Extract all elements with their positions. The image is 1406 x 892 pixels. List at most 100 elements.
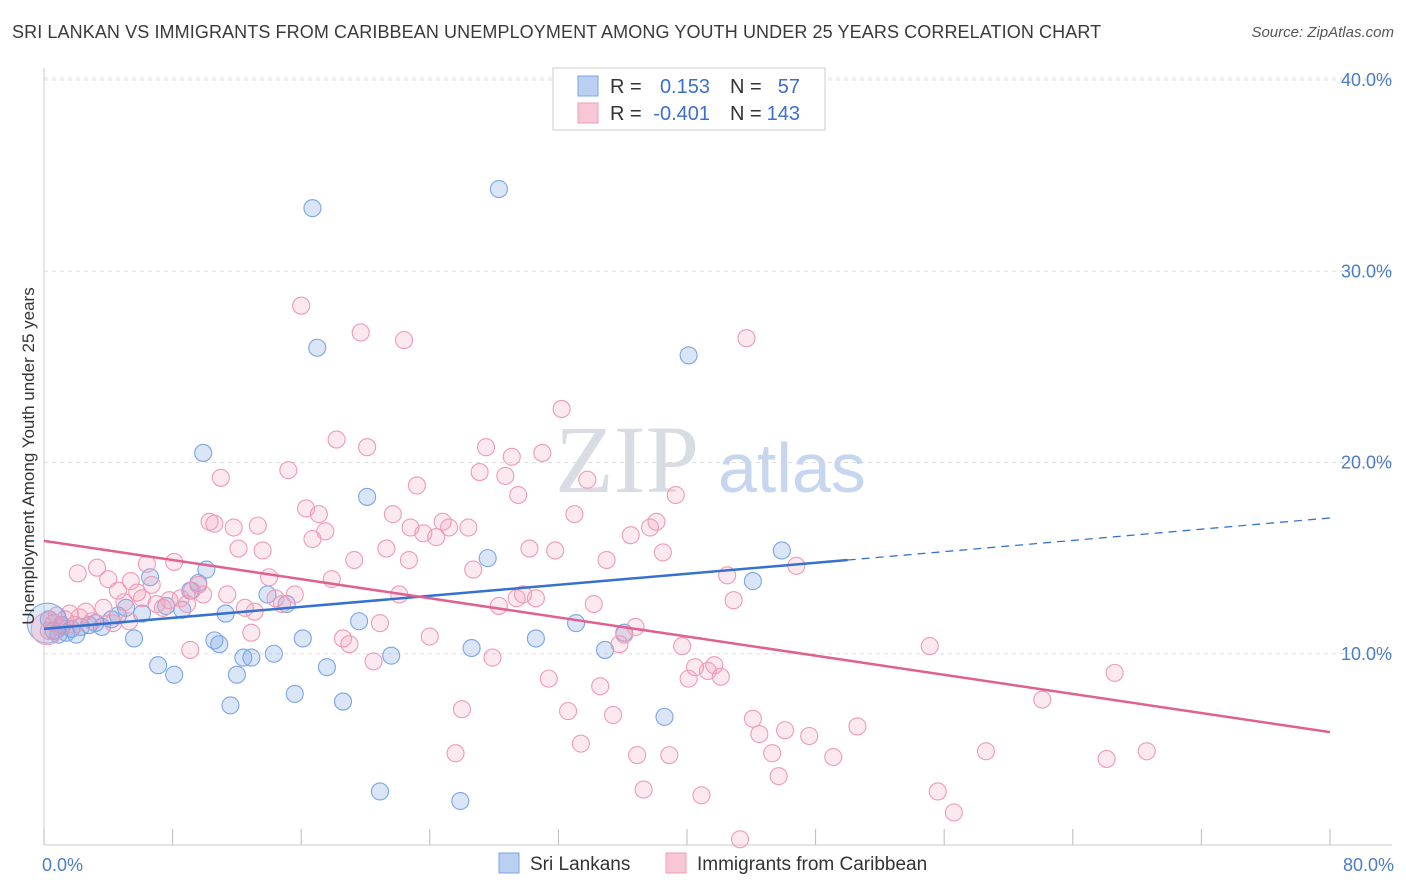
data-point-caribbean — [776, 721, 795, 740]
legend-n-value-1: 57 — [778, 76, 800, 98]
data-point-caribbean — [489, 596, 508, 615]
trend-line-sri-lankans-extrapolated — [847, 517, 1331, 561]
data-point-caribbean — [459, 518, 478, 537]
source-label: Source: ZipAtlas.com — [1251, 24, 1394, 41]
watermark-atlas: atlas — [718, 429, 866, 507]
data-point-caribbean — [224, 518, 243, 537]
data-point-caribbean — [94, 598, 113, 617]
data-point-caribbean — [153, 598, 173, 617]
data-point-sri-lankans — [743, 572, 762, 591]
trend-line-caribbean — [43, 539, 1331, 734]
data-point-sri-lankans — [655, 707, 674, 726]
data-point-sri-lankans — [221, 696, 240, 715]
data-point-caribbean — [507, 589, 526, 608]
data-point-sri-lankans — [194, 443, 213, 462]
data-point-caribbean — [724, 591, 743, 610]
data-point-caribbean — [1097, 749, 1116, 768]
data-point-caribbean — [399, 550, 418, 570]
data-point-caribbean — [660, 746, 679, 765]
data-point-caribbean — [520, 539, 539, 558]
y-axis-label: Unemployment Among Youth under 25 years — [19, 287, 38, 624]
y-tick-label: 10.0% — [1341, 644, 1392, 664]
bottom-legend-label-2: Immigrants from Caribbean — [697, 854, 927, 875]
data-point-sri-lankans — [165, 665, 184, 684]
legend-n-label-1: N = — [730, 76, 762, 98]
data-point-caribbean — [928, 782, 947, 801]
tick-labels: 10.0% 20.0% 30.0% 40.0% 0.0% 80.0% — [42, 70, 1394, 875]
data-point-sri-lankans — [333, 692, 353, 711]
data-point-caribbean — [128, 583, 147, 602]
data-point-caribbean — [730, 830, 750, 849]
data-point-caribbean — [848, 717, 867, 736]
data-point-caribbean — [115, 593, 134, 612]
data-point-sri-lankans — [264, 644, 283, 663]
data-point-caribbean — [370, 614, 390, 633]
data-point-caribbean — [364, 652, 383, 671]
data-point-caribbean — [1105, 663, 1124, 682]
data-point-caribbean — [800, 726, 819, 746]
data-point-sri-lankans — [210, 635, 229, 654]
data-point-caribbean — [1033, 690, 1052, 709]
data-point-caribbean — [470, 463, 489, 482]
legend-n-value-2: 143 — [767, 103, 800, 125]
data-point-caribbean — [824, 747, 843, 767]
data-point-sri-lankans — [772, 541, 791, 560]
data-point-caribbean — [621, 526, 640, 545]
data-point-caribbean — [705, 656, 724, 675]
legend-r-value-1: 0.153 — [660, 76, 710, 98]
data-point-sri-lankans — [489, 179, 508, 199]
data-point-caribbean — [546, 541, 565, 560]
data-point-caribbean — [340, 635, 359, 654]
data-point-caribbean — [496, 466, 515, 485]
data-point-caribbean — [316, 522, 335, 541]
y-tick-label: 30.0% — [1341, 261, 1392, 281]
data-point-caribbean — [279, 461, 298, 480]
data-point-caribbean — [944, 803, 963, 822]
data-point-sri-lankans — [382, 646, 401, 665]
data-point-sri-lankans — [124, 629, 144, 648]
data-point-sri-lankans — [285, 684, 304, 703]
data-point-sri-lankans — [358, 487, 377, 506]
data-point-sri-lankans — [462, 638, 481, 658]
data-point-sri-lankans — [303, 199, 322, 218]
data-point-caribbean — [160, 591, 179, 610]
data-point-sri-lankans — [350, 612, 369, 631]
data-point-caribbean — [539, 669, 558, 688]
data-point-caribbean — [420, 627, 439, 646]
data-point-caribbean — [647, 512, 666, 531]
legend-r-label-1: R = — [610, 76, 642, 98]
data-point-sri-lankans — [567, 614, 586, 633]
bottom-legend-swatch-blue — [498, 852, 520, 874]
data-point-sri-lankans — [308, 338, 327, 357]
data-point-caribbean — [750, 725, 769, 744]
data-point-caribbean — [60, 604, 79, 623]
legend-r-label-2: R = — [610, 103, 642, 125]
legend-box: R = 0.153 N = 57 R = -0.401 N = 143 — [552, 67, 826, 131]
data-point-caribbean — [737, 329, 756, 348]
bottom-legend-label-1: Sri Lankans — [530, 854, 630, 875]
data-point-caribbean — [634, 780, 653, 799]
data-point-caribbean — [407, 476, 426, 495]
data-point-caribbean — [383, 505, 402, 524]
data-point-caribbean — [178, 594, 197, 614]
data-point-caribbean — [253, 541, 272, 560]
data-point-caribbean — [327, 430, 346, 449]
data-point-caribbean — [229, 539, 248, 558]
data-point-caribbean — [351, 323, 370, 342]
data-point-caribbean — [464, 560, 483, 579]
data-point-cluster-blue — [26, 602, 68, 644]
data-point-caribbean — [76, 602, 95, 621]
data-point-sri-lankans — [317, 658, 336, 677]
data-point-sri-lankans — [227, 665, 246, 684]
data-point-caribbean — [666, 485, 685, 505]
watermark-zip: ZIP — [555, 406, 699, 513]
data-point-caribbean — [571, 734, 590, 753]
data-point-caribbean — [248, 516, 267, 535]
data-point-caribbean — [591, 677, 610, 696]
data-point-caribbean — [358, 438, 377, 457]
data-point-caribbean — [920, 637, 939, 656]
data-point-sri-lankans — [293, 629, 312, 648]
data-point-caribbean — [673, 637, 692, 656]
data-point-caribbean — [446, 744, 465, 763]
bottom-legend-swatch-pink — [665, 852, 687, 874]
